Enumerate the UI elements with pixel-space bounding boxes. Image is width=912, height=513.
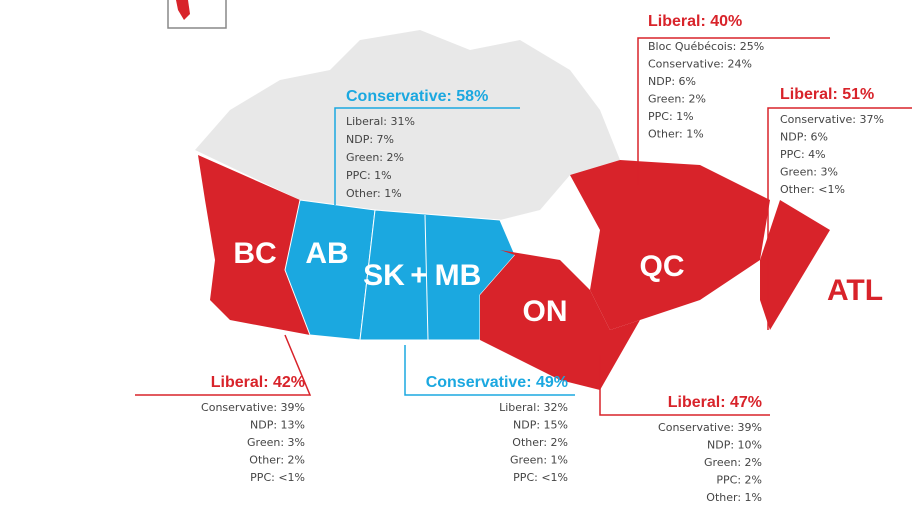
region-ab <box>284 199 376 341</box>
callout-line: NDP: 7% <box>346 133 394 146</box>
region-label: ON <box>523 295 568 328</box>
callout-line: Green: 1% <box>510 454 568 467</box>
callout-line: Other: 2% <box>512 436 568 449</box>
callouts: Conservative: 58% Liberal: 31% NDP: 7% Gree… <box>135 13 912 504</box>
region-label: MB <box>435 259 482 292</box>
callout-line: PPC: <1% <box>513 471 568 484</box>
callout-line: Other: <1% <box>780 183 845 196</box>
province-border <box>424 214 429 341</box>
region-label: AB <box>305 237 348 270</box>
callout-connector <box>767 107 912 330</box>
callout-line: Bloc Québécois: 25% <box>648 40 764 53</box>
callout-line: Conservative: 24% <box>648 58 752 71</box>
callout-line: Green: 2% <box>346 151 404 164</box>
logo <box>167 0 227 29</box>
region-label: ATL <box>827 274 883 307</box>
callout-line: Green: 3% <box>247 436 305 449</box>
callout-line: NDP: 10% <box>707 439 762 452</box>
callout-connector <box>135 334 312 396</box>
callout: Conservative: 58% Liberal: 31% NDP: 7% Gree… <box>334 88 520 205</box>
callout-line: NDP: 6% <box>648 75 696 88</box>
callout-line: Green: 2% <box>648 93 706 106</box>
callout-line: Liberal: 31% <box>346 115 415 128</box>
callout-line: Conservative: 39% <box>658 421 762 434</box>
callout: Liberal: 51% Conservative: 37% NDP: 6% PPC:… <box>767 86 912 330</box>
callout-connector <box>334 107 520 205</box>
region-label: BC <box>233 237 276 270</box>
region-label: + <box>410 259 428 292</box>
callout-headline: Conservative: 49% <box>426 374 568 391</box>
callout-line: PPC: 1% <box>346 169 392 182</box>
callout-line: Other: 1% <box>346 187 402 200</box>
callout-connector <box>404 345 575 396</box>
region-label: SK <box>363 259 405 292</box>
callout-line: NDP: 6% <box>780 131 828 144</box>
callout-line: PPC: 1% <box>648 110 694 123</box>
callout-line: Other: 1% <box>648 128 704 141</box>
callout-headline: Liberal: 42% <box>211 374 305 391</box>
callout-headline: Liberal: 51% <box>780 86 874 103</box>
callout-line: Other: 2% <box>249 454 305 467</box>
callout-connector <box>599 355 770 416</box>
region-bc <box>198 155 310 335</box>
callout-line: Green: 3% <box>780 166 838 179</box>
callout-headline: Liberal: 40% <box>648 13 742 30</box>
callout: Liberal: 40% Bloc Québécois: 25% Conservat… <box>637 13 830 185</box>
callout-line: PPC: 4% <box>780 148 826 161</box>
callout: Liberal: 47% Conservative: 39% NDP: 10% Gre… <box>599 355 770 504</box>
callout-line: Liberal: 32% <box>499 401 568 414</box>
callout: Liberal: 42% Conservative: 39% NDP: 13% Gre… <box>135 334 312 484</box>
map-labels: BC AB SK + MB ON QC ATL <box>233 237 883 328</box>
region-atl <box>760 200 830 330</box>
callout-line: PPC: 2% <box>716 474 762 487</box>
callout-line: Conservative: 37% <box>780 113 884 126</box>
callout-line: NDP: 15% <box>513 419 568 432</box>
region-label: QC <box>640 250 685 283</box>
callout: Conservative: 49% Liberal: 32% NDP: 15% Oth… <box>404 345 575 484</box>
callout-headline: Conservative: 58% <box>346 88 488 105</box>
callout-line: Conservative: 39% <box>201 401 305 414</box>
callout-connector <box>637 37 830 185</box>
callout-headline: Liberal: 47% <box>668 394 762 411</box>
callout-line: PPC: <1% <box>250 471 305 484</box>
callout-line: Green: 2% <box>704 456 762 469</box>
region-qc <box>570 160 770 330</box>
callout-line: Other: 1% <box>706 491 762 504</box>
northern-territories <box>195 30 620 220</box>
callout-line: NDP: 13% <box>250 419 305 432</box>
